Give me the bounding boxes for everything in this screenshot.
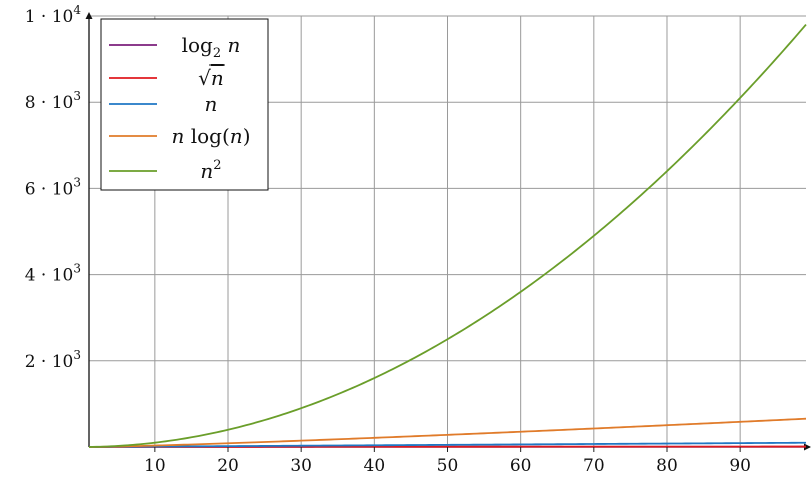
x-tick-label: 20 [217, 456, 239, 476]
y-tick-label: 8 · 103 [25, 89, 81, 113]
y-tick-label: 4 · 103 [25, 262, 81, 286]
series-line-3 [88, 441, 807, 448]
x-axis-arrow [804, 443, 811, 451]
legend-label: n2 [200, 158, 221, 183]
x-tick-label: 60 [510, 456, 532, 476]
legend-label: √n [198, 66, 224, 90]
series-lines [88, 23, 807, 448]
x-tick-label: 80 [656, 456, 678, 476]
x-tick-label: 10 [144, 456, 166, 476]
legend-label: n [205, 92, 218, 116]
legend-label: log2 n [182, 33, 241, 61]
y-tick-label: 6 · 103 [25, 175, 81, 199]
x-tick-label: 30 [290, 456, 312, 476]
legend: log2 n √nn n log(n) n2 [100, 18, 269, 191]
series-line-4 [88, 417, 807, 448]
x-tick-label: 90 [729, 456, 751, 476]
legend-label: n log(n) [172, 124, 251, 148]
y-tick-label: 1 · 104 [25, 3, 82, 27]
y-axis-arrow [85, 12, 93, 19]
series-line-5 [88, 23, 807, 448]
tick-labels: 10 20 30 40 50 60 70 80 90 2 · 103 4 · 103 6 · 103 8… [25, 3, 751, 476]
x-tick-label: 70 [583, 456, 605, 476]
x-tick-label: 40 [364, 456, 386, 476]
x-tick-label: 50 [437, 456, 459, 476]
y-tick-label: 2 · 103 [25, 348, 81, 372]
